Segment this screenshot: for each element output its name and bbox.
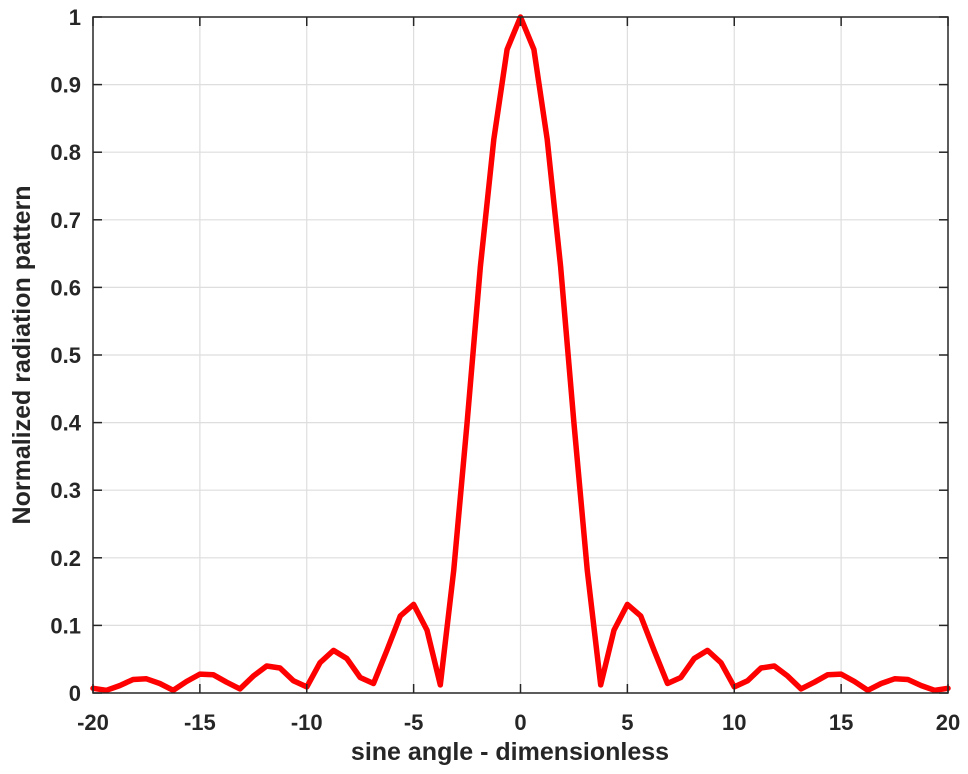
y-tick-label: 0.8 — [50, 140, 81, 165]
x-tick-label: -5 — [404, 710, 424, 735]
y-tick-label: 0.7 — [50, 208, 81, 233]
x-tick-label: -20 — [77, 710, 109, 735]
x-tick-label: -10 — [291, 710, 323, 735]
y-tick-label: 1 — [69, 5, 81, 30]
y-tick-label: 0.1 — [50, 613, 81, 638]
x-tick-label: 15 — [829, 710, 853, 735]
y-tick-label: 0.5 — [50, 343, 81, 368]
x-axis-label: sine angle - dimensionless — [351, 738, 669, 766]
x-tick-label: -15 — [184, 710, 216, 735]
y-tick-label: 0.3 — [50, 478, 81, 503]
y-tick-label: 0.9 — [50, 73, 81, 98]
x-tick-labels: -20 -15 -10 -5 0 5 10 15 20 — [77, 710, 960, 735]
y-tick-label: 0 — [69, 681, 81, 706]
y-tick-label: 0.6 — [50, 275, 81, 300]
y-tick-label: 0.2 — [50, 546, 81, 571]
y-tick-label: 0.4 — [50, 411, 81, 436]
x-tick-label: 0 — [514, 710, 526, 735]
x-tick-label: 10 — [722, 710, 746, 735]
axis-ticks — [92, 16, 949, 694]
grid-lines — [93, 17, 948, 693]
y-tick-labels: 0 0.1 0.2 0.3 0.4 0.5 0.6 0.7 0.8 0.9 1 — [50, 5, 81, 706]
x-tick-label: 20 — [936, 710, 960, 735]
x-tick-label: 5 — [621, 710, 633, 735]
y-axis-label: Normalized radiation pattern — [8, 186, 36, 525]
